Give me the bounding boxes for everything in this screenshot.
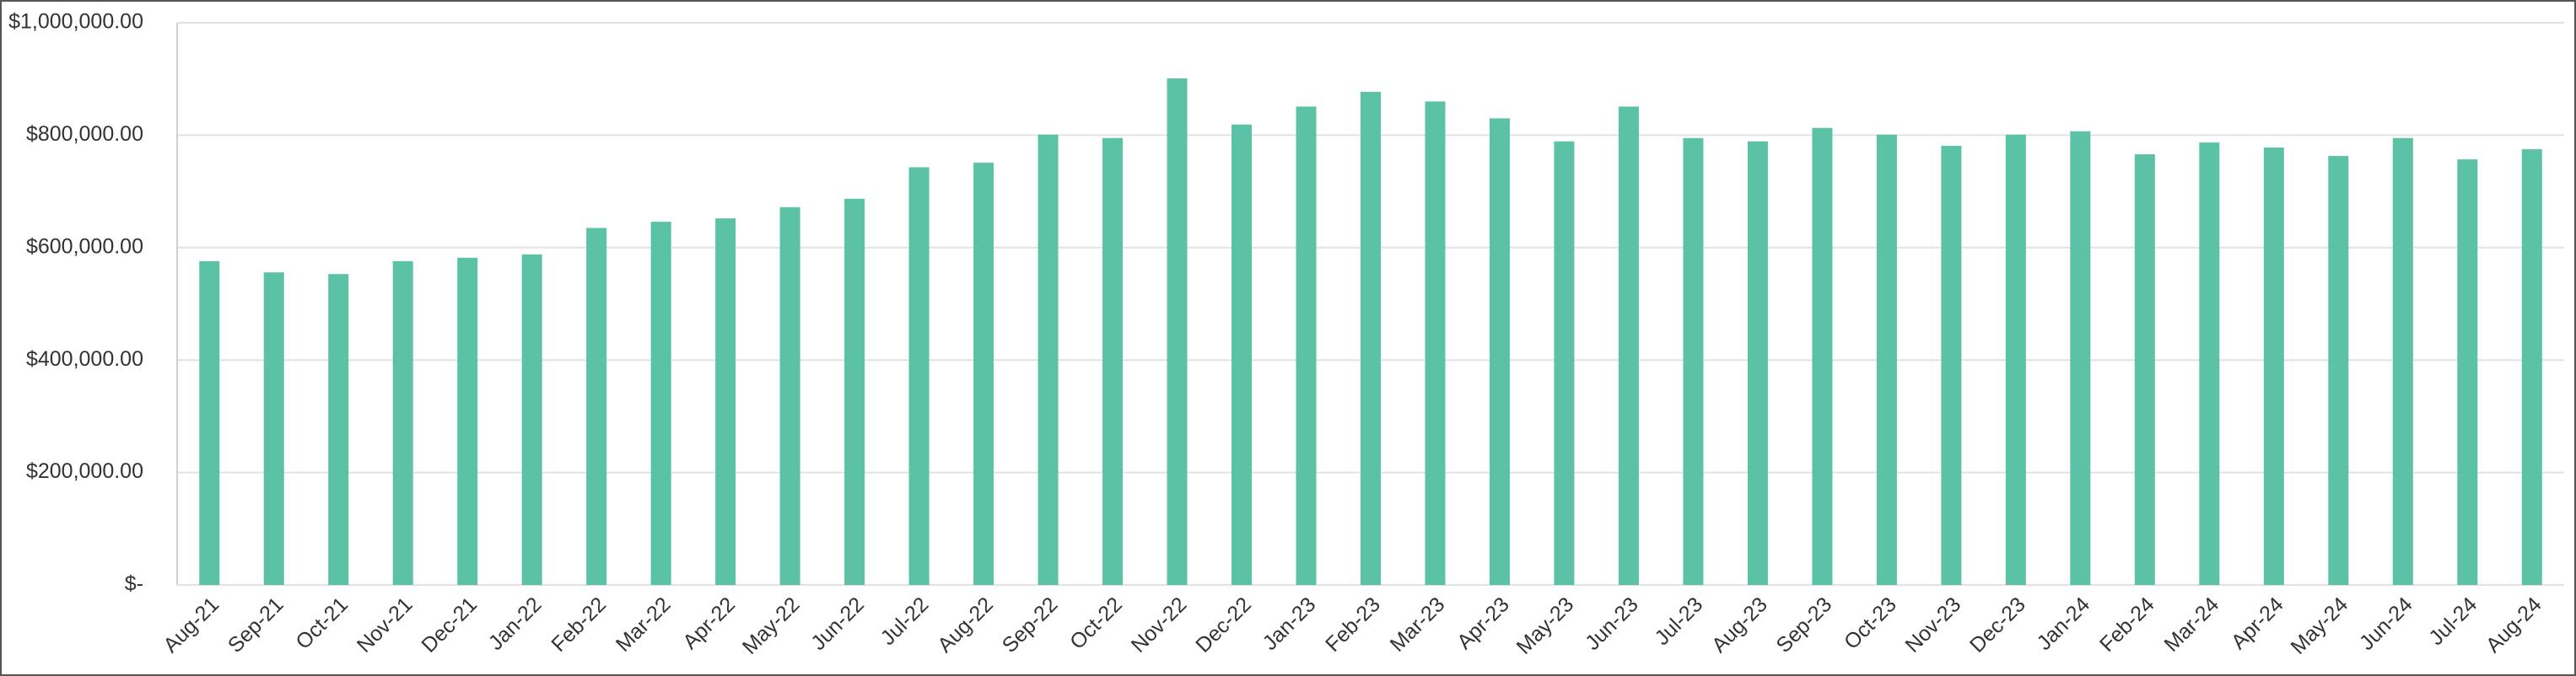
y-tick-label: $- — [125, 572, 143, 596]
bar — [1231, 124, 1253, 586]
x-tick-label: May-22 — [738, 593, 805, 659]
x-tick-label: Apr-23 — [1452, 593, 1514, 654]
bar — [1618, 106, 1639, 586]
bar — [199, 260, 220, 585]
bar — [908, 167, 930, 585]
y-tick-label: $800,000.00 — [26, 122, 143, 146]
x-tick-label: Sep-23 — [1772, 593, 1837, 657]
y-tick-label: $600,000.00 — [26, 234, 143, 258]
x-tick-label: Jun-23 — [1581, 593, 1643, 655]
bar — [1296, 106, 1317, 586]
x-tick-label: Feb-22 — [547, 593, 611, 657]
x-tick-label: Aug-22 — [933, 593, 998, 657]
x-tick-label: Apr-22 — [678, 593, 740, 654]
x-tick-label: Aug-21 — [159, 593, 224, 657]
bar — [586, 228, 607, 585]
bar — [1425, 101, 1446, 585]
bar — [1812, 127, 1833, 585]
bar — [1876, 134, 1897, 585]
x-tick-label: Mar-22 — [612, 593, 676, 657]
bar — [1683, 137, 1704, 586]
bar — [521, 254, 542, 585]
x-tick-label: Nov-23 — [1901, 593, 1966, 657]
x-tick-label: Sep-22 — [998, 593, 1063, 657]
x-tick-label: Jun-24 — [2355, 593, 2417, 655]
x-tick-label: Sep-21 — [224, 593, 288, 657]
bar — [2199, 142, 2220, 586]
x-tick-label: Jul-22 — [876, 593, 934, 650]
bar — [2457, 159, 2478, 585]
bar — [2134, 154, 2155, 585]
bar — [2263, 148, 2284, 586]
bar — [1361, 92, 1381, 585]
bar — [328, 274, 349, 585]
x-tick-label: Dec-22 — [1191, 593, 1256, 657]
bar — [2070, 131, 2091, 585]
x-tick-label: Oct-23 — [1840, 593, 1901, 654]
x-tick-label: Feb-24 — [2095, 593, 2159, 657]
x-tick-label: Aug-24 — [2482, 593, 2546, 657]
bar — [392, 260, 413, 585]
bar — [1554, 141, 1575, 585]
bar — [2521, 149, 2542, 585]
bar — [1941, 146, 1962, 585]
bar — [715, 218, 736, 585]
x-tick-label: May-24 — [2286, 593, 2352, 659]
x-tick-label: Dec-23 — [1965, 593, 2030, 657]
x-tick-label: Nov-21 — [353, 593, 418, 657]
x-tick-label: Mar-24 — [2159, 593, 2223, 657]
y-tick-label: $200,000.00 — [26, 459, 143, 483]
x-tick-label: Jun-22 — [806, 593, 869, 655]
x-tick-label: Dec-21 — [417, 593, 482, 657]
x-tick-label: Mar-23 — [1386, 593, 1450, 657]
x-tick-label: Jan-24 — [2032, 593, 2094, 655]
bar — [973, 163, 994, 585]
x-tick-label: Nov-22 — [1127, 593, 1192, 657]
bar — [1102, 137, 1124, 586]
bar — [2005, 134, 2026, 585]
y-tick-label: $1,000,000.00 — [8, 10, 143, 34]
bar — [1489, 118, 1510, 585]
bar — [2392, 137, 2413, 586]
y-tick-label: $400,000.00 — [26, 347, 143, 371]
x-tick-label: Apr-24 — [2227, 593, 2288, 654]
x-tick-label: Aug-23 — [1707, 593, 1772, 657]
x-tick-label: Jul-23 — [1650, 593, 1707, 650]
x-tick-label: Jan-23 — [1258, 593, 1321, 655]
x-tick-label: Oct-21 — [291, 593, 353, 654]
bar — [779, 207, 800, 585]
bar — [457, 257, 478, 585]
bar — [650, 222, 671, 585]
bar — [1747, 141, 1768, 585]
bar — [844, 198, 865, 585]
x-tick-label: Feb-23 — [1321, 593, 1385, 657]
x-tick-label: Oct-22 — [1065, 593, 1127, 654]
x-tick-label: May-23 — [1512, 593, 1579, 659]
bar — [1167, 78, 1188, 585]
bar — [1037, 134, 1059, 585]
x-tick-label: Jan-22 — [484, 593, 547, 655]
bar — [263, 272, 284, 585]
bar — [2328, 156, 2349, 586]
x-tick-label: Jul-24 — [2424, 593, 2482, 650]
